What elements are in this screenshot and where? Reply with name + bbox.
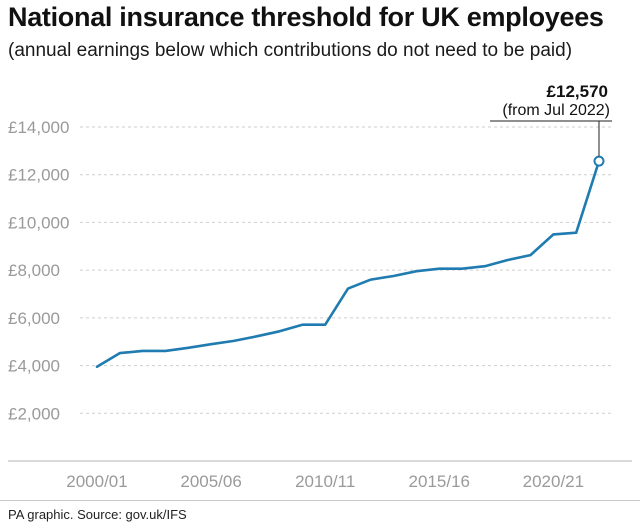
chart-title: National insurance threshold for UK empl…: [8, 2, 604, 32]
y-tick-label: £2,000: [8, 404, 60, 423]
x-tick-label: 2010/11: [295, 472, 355, 491]
chart-subtitle: (annual earnings below which contributio…: [8, 40, 573, 61]
y-tick-label: £8,000: [8, 261, 60, 280]
annotation-note: (from Jul 2022): [502, 102, 610, 119]
annotation-value: £12,570: [547, 82, 608, 101]
series-threshold: [95, 155, 605, 368]
footer-divider: [0, 500, 640, 501]
y-tick-label: £4,000: [8, 357, 60, 376]
last-point-marker: [593, 155, 605, 167]
x-tick-label: 2005/06: [180, 472, 241, 491]
y-tick-label: £12,000: [8, 166, 69, 185]
source-note: PA graphic. Source: gov.uk/IFS: [8, 507, 187, 522]
x-tick-label: 2015/16: [409, 472, 470, 491]
y-tick-label: £10,000: [8, 213, 69, 232]
annotation: £12,570 (from Jul 2022): [490, 82, 612, 157]
y-tick-label: £6,000: [8, 309, 60, 328]
gridlines: [80, 126, 612, 414]
y-tick-label: £14,000: [8, 118, 69, 137]
x-axis-tick-labels: 2000/01 2005/06 2010/11 2015/16 2020/21: [66, 472, 584, 491]
y-axis-tick-labels: £2,000 £4,000 £6,000 £8,000 £10,000 £12,000 £1…: [8, 118, 69, 423]
x-tick-label: 2000/01: [66, 472, 127, 491]
series-line: [95, 159, 601, 368]
x-tick-label: 2020/21: [523, 472, 584, 491]
